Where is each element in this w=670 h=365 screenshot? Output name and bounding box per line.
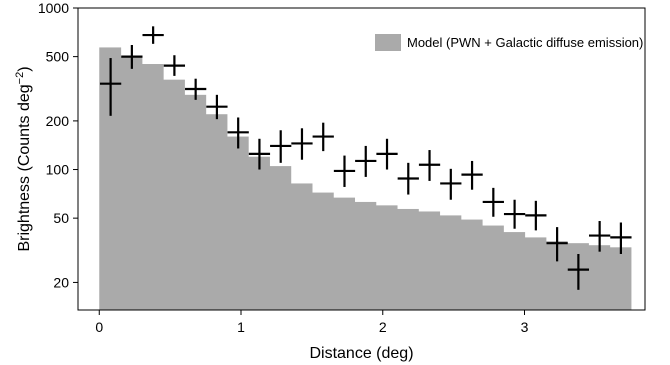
y-axis-label-main: Brightness (Counts deg (16, 84, 33, 251)
histogram-bar (354, 201, 377, 310)
data-point (418, 150, 441, 181)
histogram-bar (269, 166, 292, 310)
histogram-bar (120, 56, 143, 310)
data-point (163, 55, 186, 76)
data-point (291, 128, 313, 160)
data-point (461, 160, 483, 190)
y-tick-label: 200 (46, 113, 70, 129)
data-point (376, 138, 398, 170)
data-point (503, 199, 526, 229)
data-point (206, 94, 228, 120)
histogram-bar (609, 247, 632, 310)
legend: Model (PWN + Galactic diffuse emission) (375, 34, 643, 51)
histogram-bar (226, 136, 249, 310)
y-tick-label: 20 (53, 274, 69, 290)
legend-swatch (375, 34, 401, 51)
y-axis-label-close: ) (16, 66, 33, 71)
plot-frame (77, 7, 646, 311)
model-histogram (99, 47, 632, 311)
histogram-bar (588, 245, 611, 310)
histogram-bar (205, 114, 228, 310)
y-axis-label-exponent: −2 (14, 72, 26, 85)
x-tick-label: 3 (521, 319, 529, 335)
data-point (121, 45, 143, 69)
x-tick-label: 1 (237, 319, 245, 335)
data-point (440, 168, 462, 200)
data-point (589, 221, 611, 252)
data-point (142, 26, 164, 44)
x-axis-label: Distance (deg) (309, 345, 413, 362)
histogram-bar (290, 183, 313, 310)
data-point (99, 58, 122, 116)
histogram-bar (163, 79, 185, 310)
histogram-bar (141, 64, 164, 310)
histogram-bar (333, 197, 356, 310)
data-point (355, 145, 377, 177)
y-tick-label: 500 (46, 49, 70, 65)
x-tick-label: 0 (95, 319, 103, 335)
data-point (546, 227, 568, 262)
histogram-bar (248, 156, 270, 310)
data-point (312, 122, 334, 152)
histogram-bar (503, 232, 526, 310)
histogram-bar (481, 225, 504, 310)
data-point (397, 162, 419, 195)
histogram-bar (396, 208, 419, 310)
histogram-bar (418, 211, 441, 310)
legend-label: Model (PWN + Galactic diffuse emission) (407, 35, 643, 50)
histogram-bar (524, 237, 547, 310)
data-point (567, 253, 590, 290)
histogram-bar (439, 215, 462, 310)
histogram-bar (311, 192, 334, 310)
y-tick-label: 50 (53, 210, 69, 226)
data-point (227, 117, 249, 149)
data-point (270, 130, 292, 163)
histogram-bar (99, 47, 122, 311)
y-axis: 20 50 100 200 500 1000 (38, 0, 78, 290)
x-axis: 0 1 2 3 (95, 310, 529, 335)
histogram-bar (184, 94, 207, 310)
x-tick-label: 2 (379, 319, 387, 335)
data-point (610, 222, 632, 254)
histogram-bar (460, 219, 483, 310)
histogram-bar (545, 241, 568, 310)
data-point (482, 187, 504, 217)
data-point (248, 138, 271, 170)
data-point (525, 200, 547, 231)
y-axis-label: Brightness (Counts deg−2) (14, 66, 33, 251)
data-point (333, 155, 356, 187)
histogram-bar (375, 205, 398, 310)
data-point (185, 78, 207, 100)
data-points (99, 26, 632, 290)
y-tick-label: 1000 (38, 0, 69, 16)
y-tick-label: 100 (46, 162, 70, 178)
